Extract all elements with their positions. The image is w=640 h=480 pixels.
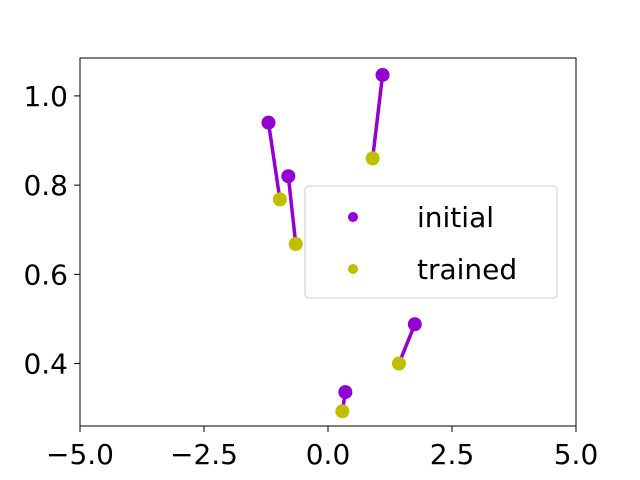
initial-point — [281, 169, 296, 184]
trained-point — [365, 151, 380, 166]
connection-line — [266, 120, 282, 202]
connection-line — [286, 174, 298, 246]
x-tick-label: −2.5 — [170, 438, 238, 471]
y-tick-label: 0.8 — [23, 169, 68, 202]
trained-point — [335, 404, 350, 419]
connection-line — [397, 322, 417, 366]
y-tick-label: 0.6 — [23, 258, 68, 291]
initial-point — [338, 385, 353, 400]
legend-label-initial: initial — [417, 201, 494, 234]
y-tick-label: 1.0 — [23, 80, 68, 113]
x-tick-label: 2.5 — [430, 438, 475, 471]
initial-point — [407, 317, 422, 332]
y-tick-label: 0.4 — [23, 348, 68, 381]
legend-label-trained: trained — [417, 253, 517, 286]
x-tick-label: −5.0 — [46, 438, 114, 471]
y-axis: 0.4 0.6 0.8 1.0 — [23, 80, 80, 381]
legend: initial trained — [304, 185, 558, 299]
legend-box — [304, 185, 558, 299]
legend-marker-initial — [348, 212, 358, 222]
trained-point — [288, 237, 303, 252]
x-axis: −5.0 −2.5 0.0 2.5 5.0 — [46, 426, 598, 471]
initial-point — [375, 67, 390, 82]
trained-point — [391, 356, 406, 371]
connection-line — [370, 73, 385, 161]
initial-point — [261, 115, 276, 130]
connection-lines — [266, 73, 417, 414]
x-tick-label: 0.0 — [306, 438, 351, 471]
legend-marker-trained — [348, 264, 358, 274]
x-tick-label: 5.0 — [554, 438, 599, 471]
data-points — [261, 67, 422, 419]
trained-point — [272, 192, 287, 207]
